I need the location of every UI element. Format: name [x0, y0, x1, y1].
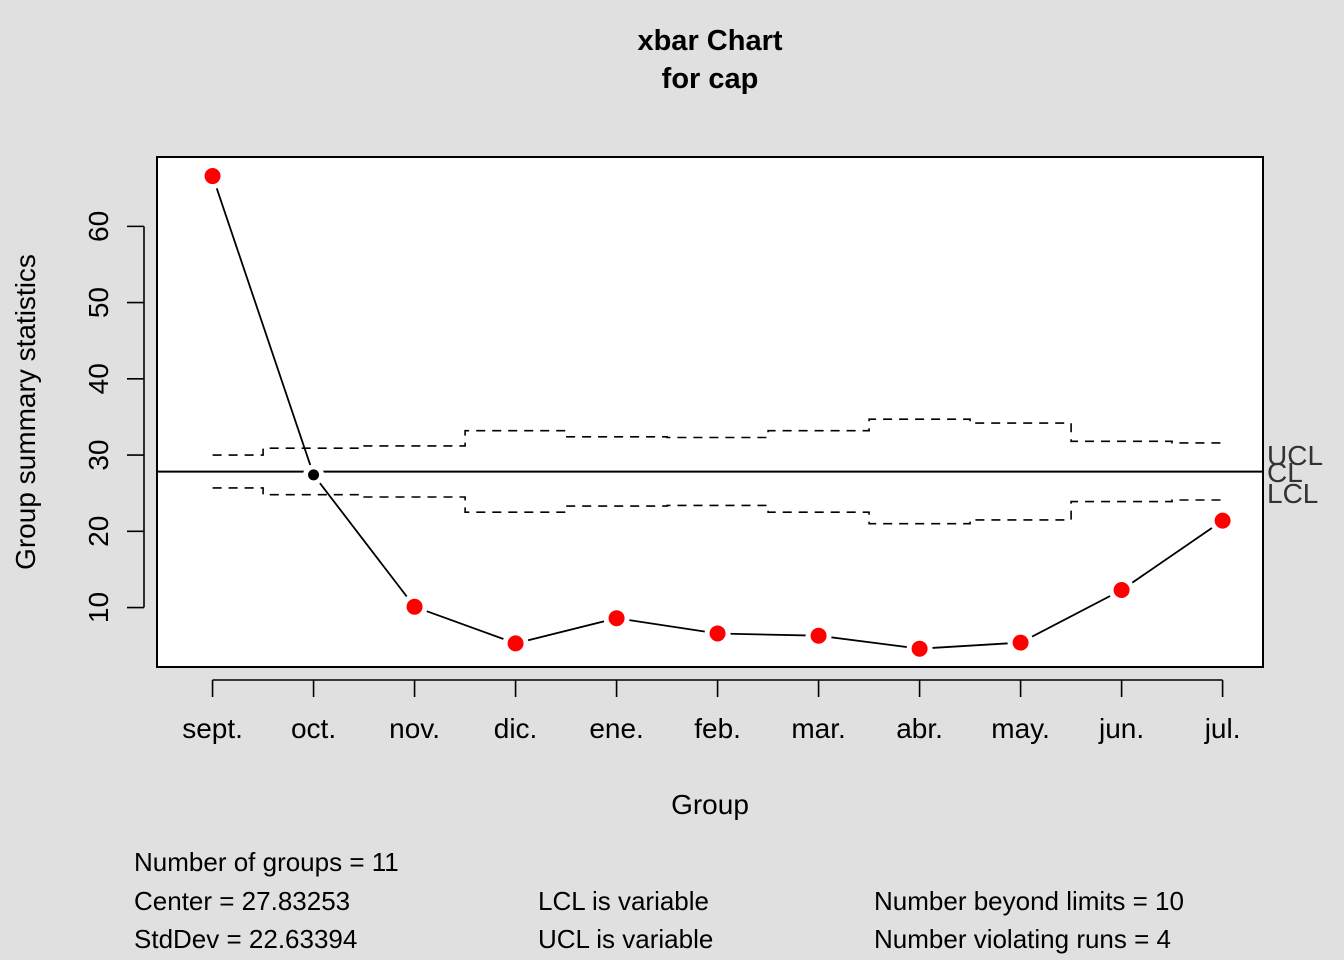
data-point [507, 635, 524, 652]
x-tick-label: oct. [291, 713, 336, 744]
stats-ucl-variable: UCL is variable [538, 924, 713, 954]
data-point [709, 625, 726, 642]
x-tick-label: jul. [1204, 713, 1241, 744]
x-axis-title: Group [671, 789, 749, 820]
x-axis: sept. oct. nov. dic. ene. feb. mar. abr. may. jun… [182, 679, 1241, 744]
y-tick-label: 50 [83, 287, 114, 318]
ucl-label: UCL [1267, 440, 1323, 471]
lcl-label: LCL [1267, 478, 1318, 509]
cl-label: CL [1267, 457, 1303, 488]
y-tick-label: 20 [83, 516, 114, 547]
y-tick-label: 10 [83, 592, 114, 623]
chart-title: xbar Chart [637, 25, 782, 57]
control-limits [157, 418, 1263, 525]
lcl-line [212, 487, 1223, 525]
x-tick-label: jun. [1098, 713, 1144, 744]
data-point [911, 640, 928, 657]
data-series [199, 163, 1236, 662]
chart-subtitle: for cap [662, 63, 759, 95]
plot-panel [156, 156, 1264, 668]
x-tick-label: abr. [896, 713, 943, 744]
ucl-line [212, 418, 1223, 456]
data-point [608, 610, 625, 627]
data-point [1113, 582, 1130, 599]
x-tick-label: feb. [694, 713, 741, 744]
x-tick-label: ene. [589, 713, 644, 744]
y-axis-title: Group summary statistics [10, 254, 41, 570]
y-axis: 10 20 30 40 50 60 [83, 211, 145, 623]
stats-number-of-groups: Number of groups = 11 [134, 847, 399, 877]
x-tick-label: sept. [182, 713, 243, 744]
data-point [406, 598, 423, 615]
stats-lcl-variable: LCL is variable [538, 886, 709, 916]
y-tick-label: 30 [83, 440, 114, 471]
x-tick-label: mar. [791, 713, 845, 744]
stats-violating-runs: Number violating runs = 4 [874, 924, 1171, 954]
data-point [204, 168, 221, 185]
x-tick-label: nov. [389, 713, 440, 744]
stats-beyond-limits: Number beyond limits = 10 [874, 886, 1184, 916]
stats-stddev: StdDev = 22.63394 [134, 924, 357, 954]
y-tick-label: 40 [83, 363, 114, 394]
data-point [308, 469, 320, 481]
y-tick-label: 60 [83, 211, 114, 242]
stats-center: Center = 27.83253 [134, 886, 350, 916]
data-point [810, 627, 827, 644]
x-tick-label: dic. [494, 713, 538, 744]
data-point [1012, 634, 1029, 651]
data-point [1214, 512, 1231, 529]
x-tick-label: may. [991, 713, 1050, 744]
